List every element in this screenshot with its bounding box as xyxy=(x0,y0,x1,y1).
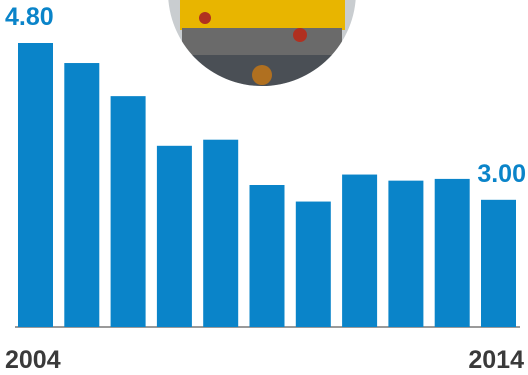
bar xyxy=(295,201,331,327)
bar xyxy=(156,145,192,327)
bar xyxy=(110,96,146,327)
value-label: 3.00 xyxy=(477,160,526,188)
bar xyxy=(388,180,424,327)
bar xyxy=(249,185,285,327)
photo xyxy=(168,0,356,86)
value-label: 4.80 xyxy=(5,3,54,31)
bar xyxy=(434,178,470,327)
bar xyxy=(342,174,378,327)
bar xyxy=(18,43,53,327)
x-tick-label: 2004 xyxy=(5,346,61,374)
bar xyxy=(203,139,239,327)
bar xyxy=(64,63,100,328)
x-tick-label: 2014 xyxy=(468,346,524,374)
bar xyxy=(481,199,516,327)
